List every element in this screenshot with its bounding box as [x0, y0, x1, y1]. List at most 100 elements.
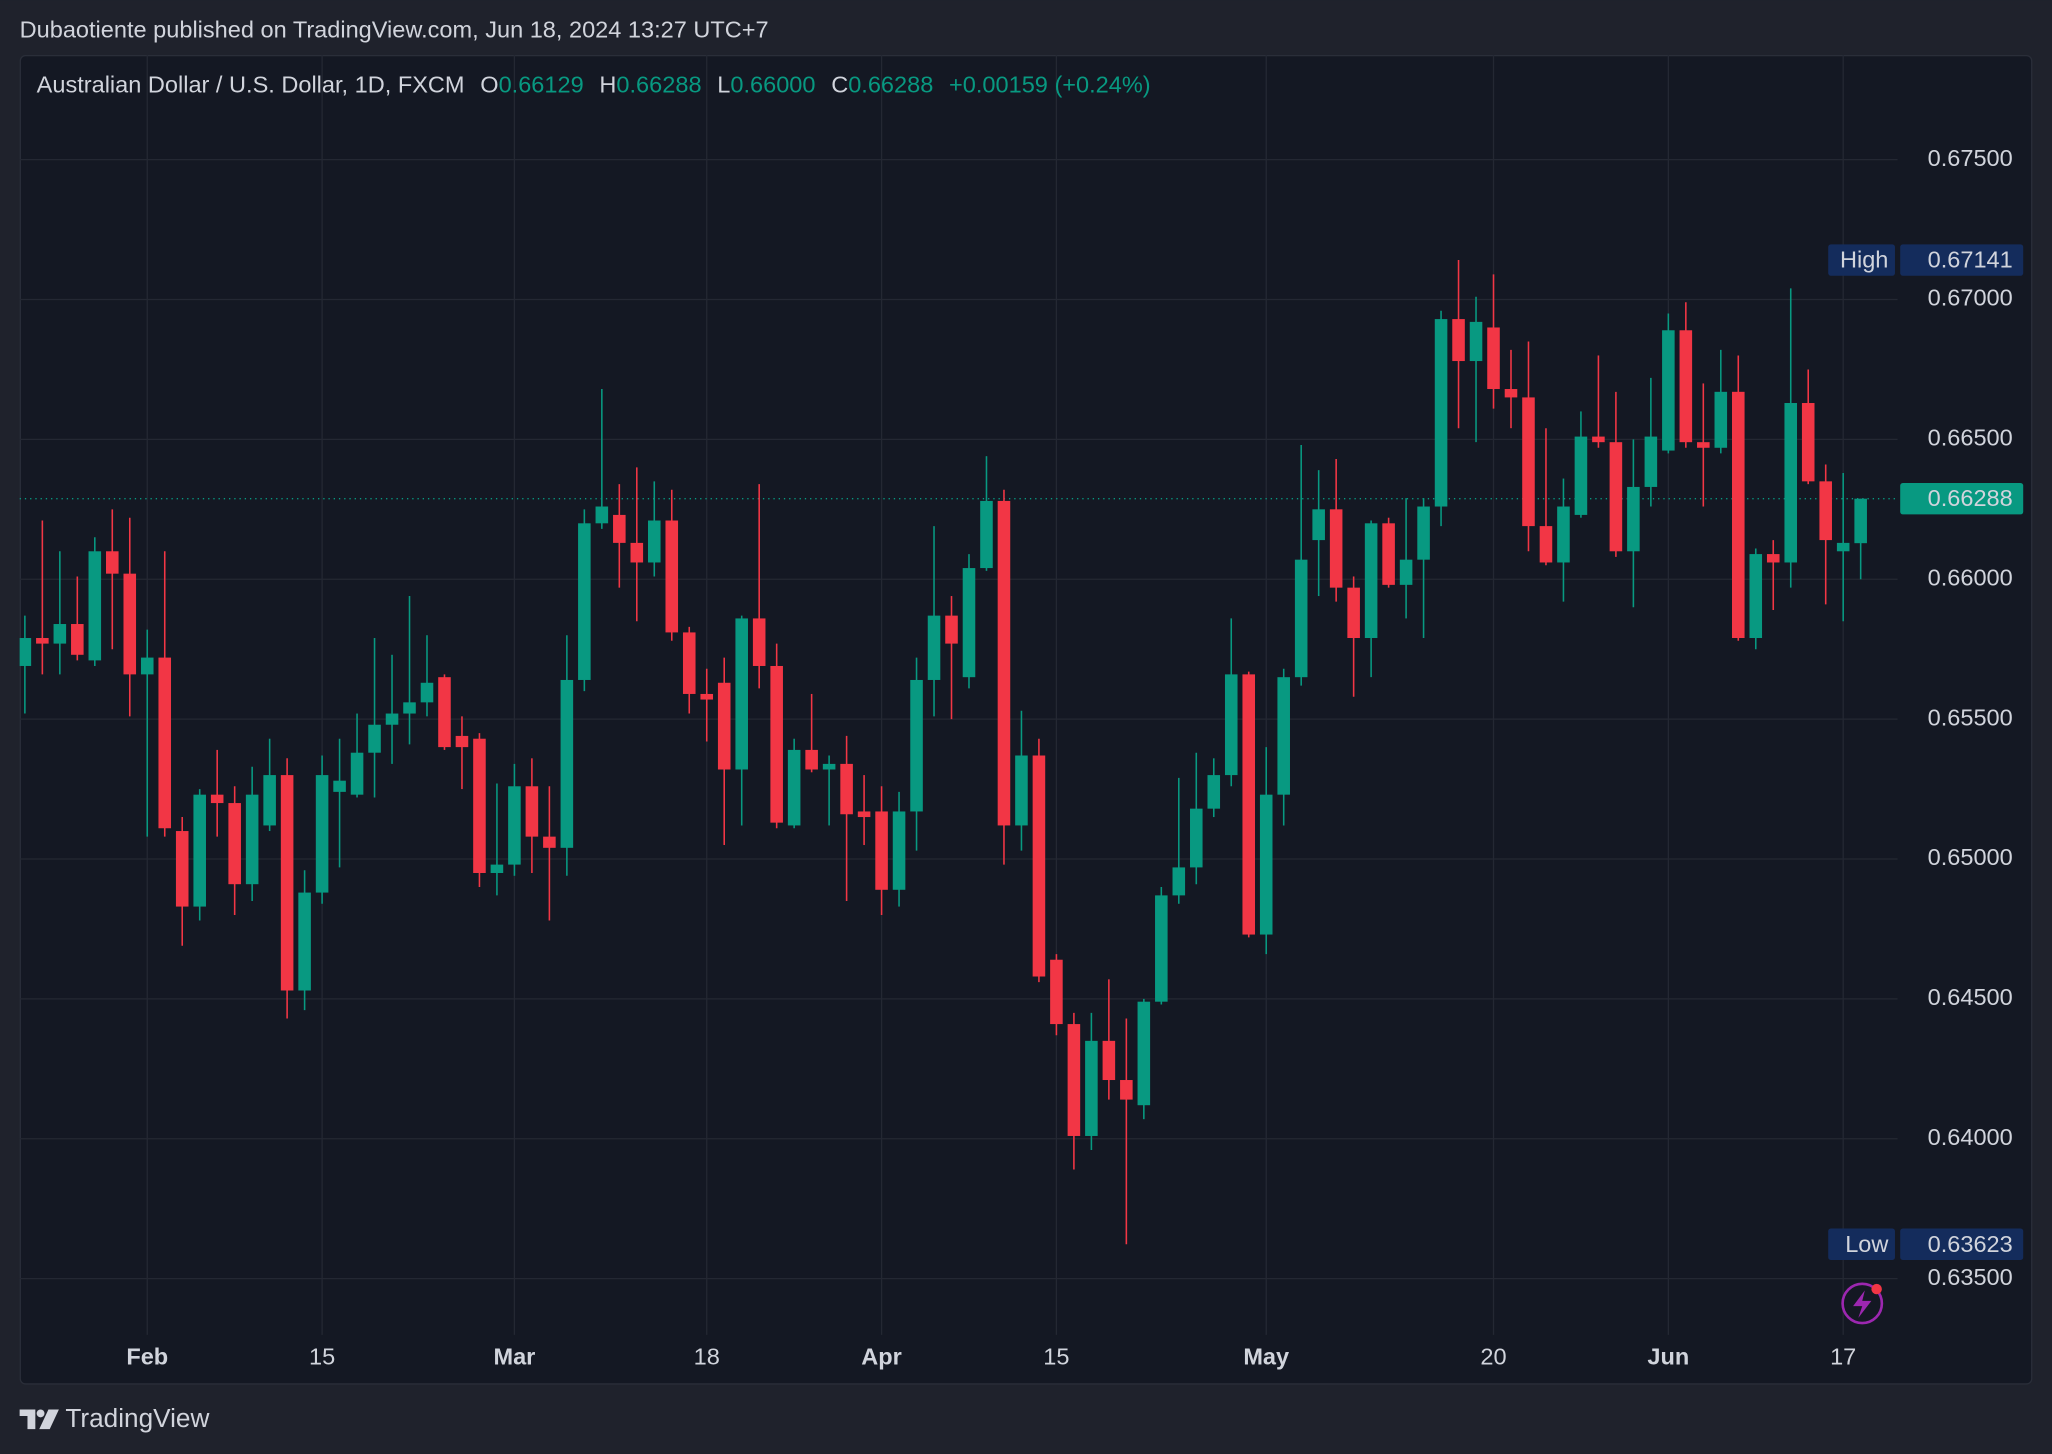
candle-body	[1836, 542, 1850, 552]
candle-body	[1224, 674, 1238, 776]
candle-body	[525, 786, 539, 837]
price-axis: 0.63500 0.64000 0.64500 0.65000 0.65500 0.660…	[126, 145, 2024, 1370]
candle-body	[1155, 895, 1168, 1002]
candle-body	[473, 738, 486, 874]
candle-body	[892, 811, 906, 890]
candle-body	[857, 811, 871, 818]
ohlc-value: 0.66129	[499, 72, 584, 98]
candle-body	[368, 724, 381, 753]
x-tick-label: Jun	[1647, 1344, 1689, 1370]
candle-body	[1085, 1040, 1098, 1136]
candle-body	[1259, 794, 1273, 935]
x-tick-label: Feb	[126, 1344, 168, 1370]
candle-body	[420, 682, 434, 703]
symbol-legend: Australian Dollar / U.S. Dollar, 1D, FXC…	[37, 72, 1151, 98]
candle-body	[1749, 554, 1763, 639]
candle-body	[455, 735, 469, 748]
candle-body	[403, 702, 416, 714]
y-tick-label: 0.66000	[1928, 564, 2013, 590]
candle-body	[1329, 509, 1343, 588]
change-value: +0.00159 (+0.24%)	[949, 72, 1151, 98]
candle-body	[210, 794, 224, 804]
candle-body	[752, 618, 766, 666]
candle-body	[682, 632, 696, 694]
candle-body	[1452, 319, 1465, 362]
candle-body	[1801, 403, 1815, 482]
candle-body	[1487, 327, 1500, 390]
low-marker-label-box	[1828, 1228, 1895, 1260]
candle-body	[280, 775, 294, 991]
candle-body	[980, 500, 993, 569]
candle-body	[1417, 506, 1430, 560]
high-marker-value-box	[1900, 244, 2024, 276]
ohlc-value: 0.66288	[616, 72, 701, 98]
candle-body	[245, 794, 259, 885]
alert-icon	[1841, 1282, 1884, 1325]
candle-body	[630, 542, 644, 563]
low-marker-value-box	[1900, 1228, 2024, 1260]
candle-body	[36, 638, 49, 644]
candle-body	[910, 679, 923, 812]
candle-body	[770, 665, 783, 823]
last-price-box	[1900, 482, 2024, 515]
candle-body	[1364, 523, 1378, 639]
ohlc-key: C	[831, 72, 848, 98]
candle-body	[560, 679, 574, 848]
candle-body	[1662, 330, 1675, 451]
candle-body	[1050, 959, 1063, 1025]
candle-body	[700, 693, 714, 700]
candle-body	[1679, 330, 1693, 443]
candle-body	[1137, 1001, 1151, 1106]
candle-body	[1819, 481, 1832, 541]
candle-body	[1399, 559, 1413, 585]
x-tick-label: 17	[1830, 1344, 1856, 1370]
candle-body	[19, 638, 32, 666]
x-tick-label: May	[1243, 1344, 1289, 1370]
candle-body	[1102, 1040, 1116, 1081]
brand-logo	[19, 1409, 59, 1430]
x-tick-label: 15	[1043, 1344, 1069, 1370]
candle-body	[1242, 674, 1256, 935]
ohlc-key: H	[599, 72, 616, 98]
y-tick-label: 0.63500	[1928, 1264, 2013, 1290]
candle-body	[595, 506, 609, 524]
candle-body	[613, 514, 626, 543]
ohlc-value: 0.66000	[730, 72, 815, 98]
candle-body	[1294, 559, 1308, 678]
candle-body	[997, 500, 1011, 826]
candle-body	[787, 749, 801, 826]
candle-body	[1434, 319, 1448, 507]
x-tick-label: Mar	[493, 1344, 535, 1370]
candle-body	[1277, 677, 1290, 795]
low-marker-label: Low	[1845, 1231, 1889, 1257]
x-tick-label: 18	[694, 1344, 720, 1370]
y-tick-label: 0.64000	[1928, 1124, 2013, 1150]
symbol-name: Australian Dollar / U.S. Dollar, 1D, FXC…	[37, 72, 465, 98]
candle-body	[578, 523, 591, 680]
y-tick-label: 0.64500	[1928, 984, 2013, 1010]
ohlc-key: L	[717, 72, 730, 98]
candle-body	[1644, 436, 1658, 487]
x-tick-label: 20	[1480, 1344, 1506, 1370]
candle-body	[1347, 587, 1360, 639]
candle-body	[508, 786, 521, 865]
y-tick-label: 0.67000	[1928, 285, 2013, 311]
y-tick-label: 0.65000	[1928, 844, 2013, 870]
candle-body	[1032, 755, 1046, 977]
brand-name: TradingView	[65, 1403, 209, 1433]
candle-body	[1784, 403, 1798, 563]
candle-body	[1854, 498, 1867, 544]
candle-body	[385, 713, 399, 725]
high-marker-label: High	[1840, 247, 1888, 273]
candle-body	[822, 763, 836, 770]
candle-body	[735, 618, 748, 770]
candle-body	[1207, 775, 1221, 809]
candle-body	[106, 551, 119, 574]
candle-body	[71, 624, 84, 655]
candle-body	[1714, 391, 1728, 448]
candle-body	[140, 657, 154, 675]
candle-body	[1015, 755, 1028, 826]
candle-body	[1522, 397, 1535, 527]
